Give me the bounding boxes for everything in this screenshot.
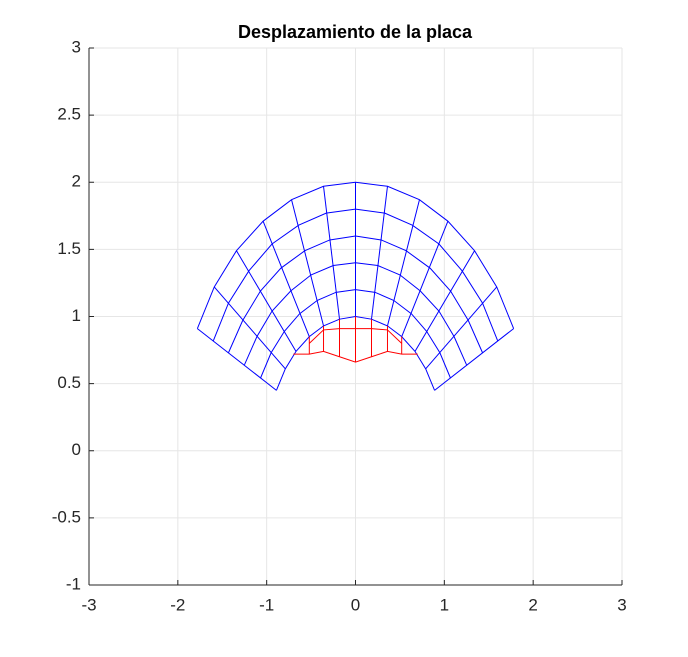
chart-title: Desplazamiento de la placa: [238, 22, 473, 42]
mesh-line: [425, 286, 498, 370]
mesh-line: [291, 199, 325, 327]
y-tick-label: 0.5: [57, 373, 81, 392]
y-tick-label: 0: [72, 440, 81, 459]
mesh-line: [323, 186, 341, 320]
mesh-line: [414, 250, 475, 352]
x-tick-label: -2: [170, 595, 185, 614]
y-tick-label: 1: [72, 306, 81, 325]
x-tick-label: -1: [259, 595, 274, 614]
mesh-line: [262, 220, 310, 337]
mesh-line: [401, 220, 449, 337]
x-tick-label: 0: [351, 595, 360, 614]
y-tick-label: 3: [72, 37, 81, 56]
mesh-line: [434, 328, 514, 391]
x-tick-label: 1: [440, 595, 449, 614]
mesh-line: [213, 286, 286, 370]
x-tick-label: -3: [81, 595, 96, 614]
y-tick-label: -1: [66, 574, 81, 593]
mesh-line: [236, 250, 297, 352]
y-tick-label: 2.5: [57, 105, 81, 124]
y-tick-label: 2: [72, 172, 81, 191]
x-tick-label: 3: [617, 595, 626, 614]
mesh-line: [370, 186, 388, 320]
x-tick-label: 2: [528, 595, 537, 614]
y-tick-label: -0.5: [52, 507, 81, 526]
mesh-line: [197, 328, 277, 391]
y-tick-label: 1.5: [57, 239, 81, 258]
mesh-line: [386, 199, 420, 327]
